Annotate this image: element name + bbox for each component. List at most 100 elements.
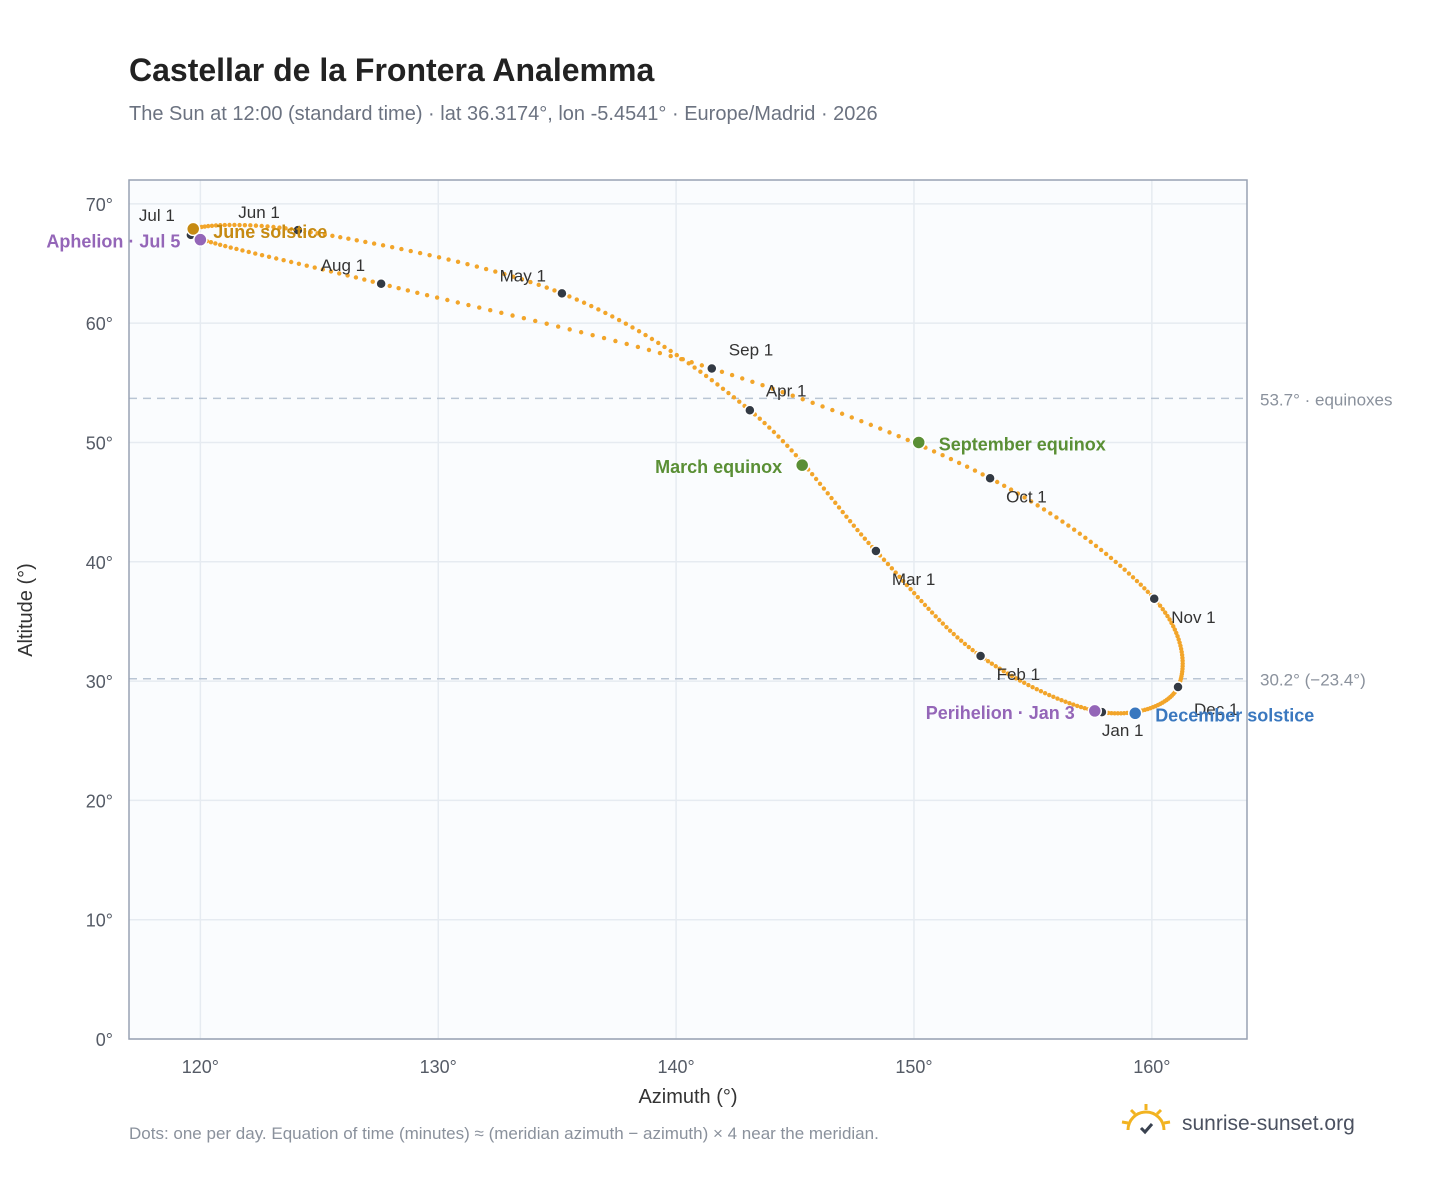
daily-dot — [862, 536, 868, 541]
daily-dot — [436, 255, 442, 260]
daily-dot — [635, 344, 641, 350]
daily-dot — [905, 437, 910, 443]
daily-dot — [859, 418, 864, 424]
daily-dot — [362, 277, 367, 282]
daily-dot — [218, 223, 223, 228]
daily-dot — [363, 239, 368, 245]
daily-dot — [839, 411, 845, 416]
daily-dot — [881, 557, 887, 562]
y-axis-label: Altitude (°) — [15, 563, 37, 657]
y-tick-label: 40° — [86, 553, 113, 573]
x-tick-label: 120° — [182, 1057, 219, 1077]
daily-dot — [304, 263, 309, 268]
x-tick-label: 140° — [657, 1057, 694, 1077]
daily-dot — [1126, 571, 1132, 576]
month-label: Nov 1 — [1171, 608, 1215, 627]
daily-dot — [1115, 711, 1121, 716]
daily-dot — [776, 434, 781, 439]
event-label-june-solstice: June solstice — [213, 222, 327, 242]
daily-dot — [1030, 684, 1035, 690]
daily-dot — [926, 606, 931, 612]
daily-dot — [552, 288, 557, 293]
daily-dot — [1088, 539, 1093, 545]
daily-dot — [434, 295, 440, 300]
daily-dot — [956, 460, 962, 466]
daily-dot — [399, 246, 404, 252]
daily-dot — [1055, 696, 1060, 701]
brand-label: sunrise-sunset.org — [1182, 1112, 1355, 1135]
daily-dot — [330, 233, 335, 239]
daily-dot — [312, 265, 317, 270]
daily-dot — [1028, 499, 1034, 504]
month-label: May 1 — [500, 266, 546, 285]
daily-dot — [1047, 692, 1052, 698]
daily-dot — [502, 271, 507, 277]
daily-dot — [830, 407, 835, 413]
y-tick-label: 30° — [86, 672, 113, 692]
daily-dot — [919, 598, 924, 604]
daily-dot — [944, 624, 949, 630]
brand[interactable]: sunrise-sunset.org — [1120, 1103, 1355, 1144]
daily-dot — [1130, 575, 1136, 580]
daily-dot — [1098, 547, 1104, 553]
daily-dot — [1113, 559, 1118, 565]
y-axis-ticks: 0° 10° 20° 30° 40° 50° 60° 70° — [86, 195, 113, 1050]
month-label: Dec 1 — [1194, 700, 1238, 719]
daily-dot — [259, 223, 264, 229]
daily-dot — [940, 621, 946, 626]
event-label-aphelion: Aphelion · Jul 5 — [46, 232, 180, 252]
daily-dot — [228, 245, 233, 250]
daily-dot — [757, 416, 762, 421]
daily-dot — [866, 540, 871, 546]
chart-subtitle: The Sun at 12:00 (standard time) · lat 3… — [129, 103, 878, 125]
daily-dot — [699, 363, 705, 368]
month-label: Sep 1 — [729, 341, 773, 360]
daily-dot — [283, 226, 288, 231]
daily-dot — [217, 242, 223, 247]
daily-dot — [740, 376, 745, 381]
daily-dot — [720, 386, 726, 391]
daily-dot — [897, 574, 902, 579]
event-label-september-equinox: September equinox — [939, 434, 1106, 454]
daily-dot — [878, 426, 883, 431]
daily-dot — [1157, 603, 1163, 608]
daily-dot — [729, 372, 735, 378]
daily-dot — [904, 582, 910, 588]
daily-dot — [972, 468, 978, 473]
daily-dot — [962, 641, 968, 647]
reference-line-label: 30.2° (−23.4°) — [1260, 671, 1366, 690]
daily-dot — [858, 532, 864, 537]
chart-title: Castellar de la Frontera Analemma — [129, 52, 655, 88]
daily-dot — [646, 347, 652, 353]
daily-dot — [940, 453, 945, 458]
daily-dot — [885, 561, 891, 567]
daily-dot — [1171, 624, 1176, 629]
daily-dot — [922, 602, 928, 608]
daily-dot — [455, 259, 461, 265]
daily-dot — [1009, 673, 1015, 679]
daily-dot — [208, 240, 214, 245]
daily-dot — [1054, 515, 1059, 520]
daily-dot — [1122, 567, 1127, 572]
month-label: Oct 1 — [1006, 487, 1047, 506]
daily-dot — [1060, 519, 1065, 524]
daily-dot — [320, 267, 326, 272]
daily-dot — [1169, 620, 1174, 626]
month-marker — [974, 650, 987, 662]
daily-dot — [1103, 551, 1109, 557]
daily-dot — [931, 449, 937, 454]
daily-dot — [989, 661, 995, 666]
daily-dot — [1005, 671, 1010, 676]
daily-dot — [692, 365, 697, 370]
daily-dot — [1013, 676, 1019, 681]
daily-dot — [821, 486, 827, 491]
daily-dot — [731, 395, 737, 400]
daily-dot — [338, 235, 343, 240]
daily-dot — [213, 241, 218, 246]
daily-dot — [789, 448, 794, 453]
daily-dot — [1015, 491, 1021, 496]
month-marker — [706, 362, 718, 375]
daily-dot — [668, 348, 673, 354]
daily-dot — [308, 229, 313, 235]
